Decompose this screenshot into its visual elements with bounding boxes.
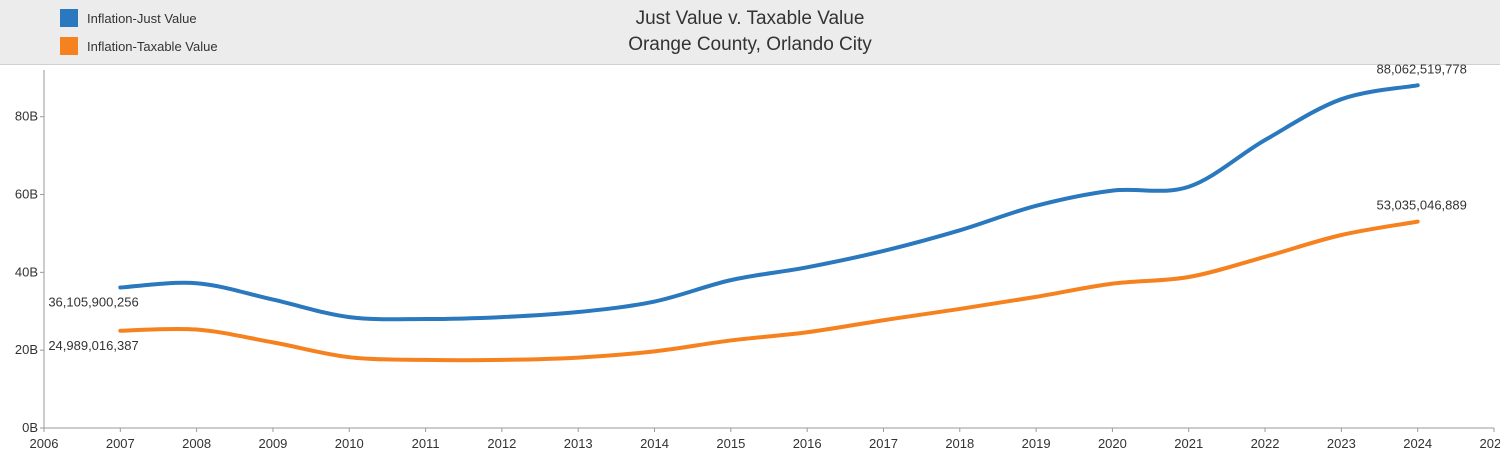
line-chart: 0B 20B 40B 60B 80B 2006 2007 2008 2009 2010 2011 20… [15, 64, 1500, 451]
series-line-2 [118, 219, 1420, 363]
data-label: 36,105,900,256 [48, 295, 138, 310]
x-tick-label: 2014 [640, 436, 669, 451]
y-tick-label: 20B [15, 342, 38, 357]
legend-item-taxable-value[interactable]: Inflation-Taxable Value [60, 37, 218, 55]
x-tick-label: 2012 [487, 436, 516, 451]
x-tick-label: 2020 [1098, 436, 1127, 451]
y-tick-label: 40B [15, 264, 38, 279]
x-tick-label: 2023 [1327, 436, 1356, 451]
x-tick-label: 2008 [182, 436, 211, 451]
legend-item-just-value[interactable]: Inflation-Just Value [60, 9, 197, 27]
legend-label-taxable-value: Inflation-Taxable Value [87, 38, 218, 54]
legend-swatch-just-value [60, 9, 78, 27]
y-tick-label: 0B [22, 420, 38, 435]
x-tick-label: 2022 [1251, 436, 1280, 451]
chart-title: Just Value v. Taxable Value [635, 8, 865, 29]
x-tick-label: 2013 [564, 436, 593, 451]
x-tick-label: 2017 [869, 436, 898, 451]
x-tick-label: 2015 [716, 436, 745, 451]
data-label: 88,062,519,778 [1376, 64, 1466, 76]
x-tick-label: 2011 [412, 436, 440, 451]
chart-title-block: Just Value v. Taxable Value Orange Count… [450, 6, 1050, 58]
x-tick-label: 2025 [1480, 436, 1500, 451]
legend-label-just-value: Inflation-Just Value [87, 10, 197, 26]
x-tick-label: 2016 [793, 436, 822, 451]
chart-header: Inflation-Just Value Inflation-Taxable V… [0, 0, 1500, 65]
x-tick-label: 2019 [1022, 436, 1051, 451]
x-tick-label: 2006 [30, 436, 59, 451]
legend-swatch-taxable-value [60, 37, 78, 55]
x-tick-label: 2010 [335, 436, 364, 451]
x-tick-label: 2024 [1403, 436, 1432, 451]
x-tick-label: 2009 [258, 436, 287, 451]
x-tick-label: 2018 [945, 436, 974, 451]
chart-subtitle: Orange County, Orlando City [628, 34, 872, 55]
series-line-1 [118, 83, 1420, 322]
y-tick-label: 60B [15, 187, 38, 202]
data-label: 24,989,016,387 [48, 338, 138, 353]
y-tick-label: 80B [15, 109, 38, 124]
data-label: 53,035,046,889 [1376, 198, 1466, 213]
x-tick-label: 2021 [1174, 436, 1203, 451]
x-tick-label: 2007 [106, 436, 135, 451]
